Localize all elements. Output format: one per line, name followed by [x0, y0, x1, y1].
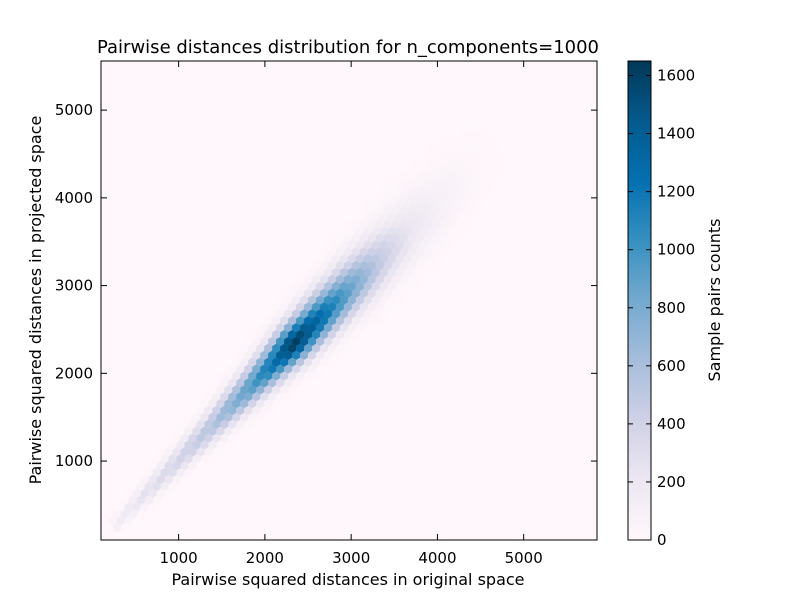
colorbar-tick-label: 800 [657, 299, 686, 317]
hexbin-cell [339, 350, 349, 361]
hexbin-cell [311, 371, 321, 381]
hexbin-cell [447, 247, 456, 257]
hexbin-cell [280, 398, 289, 409]
plot-area: 1000 2000 3000 4000 5000 1000 2000 3000 4000 500… [55, 60, 598, 567]
y-axis-label: Pairwise squared distances in projected … [26, 116, 45, 485]
hexbin-cells [108, 122, 508, 533]
colorbar-tick-label: 1600 [657, 67, 695, 85]
hexbin-cell [148, 502, 157, 512]
x-tick-label: 3000 [332, 549, 370, 567]
y-tick-label: 5000 [55, 101, 93, 119]
x-axis-ticks: 1000 2000 3000 4000 5000 [160, 61, 543, 567]
hexbin-cell [371, 323, 381, 333]
chart-title: Pairwise distances distribution for n_co… [97, 37, 599, 58]
colorbar-ticks: 0 200 400 600 800 1000 1200 1400 1600 [628, 67, 695, 549]
x-tick-label: 1000 [160, 549, 198, 567]
colorbar-tick-label: 1000 [657, 241, 695, 259]
hexbin-cell [407, 288, 416, 299]
hexbin-cell [224, 440, 233, 450]
hexbin-cell [427, 267, 436, 278]
hexbin-cell [120, 523, 130, 533]
hexbin-cell [132, 516, 141, 526]
hexbin-cell [391, 302, 400, 312]
colorbar-tick-label: 1200 [657, 183, 695, 201]
y-axis-ticks: 1000 2000 3000 4000 5000 [55, 101, 597, 470]
hexbin-cell [296, 385, 305, 395]
y-tick-label: 1000 [55, 452, 93, 470]
y-tick-label: 3000 [55, 277, 93, 295]
plot-frame [100, 60, 598, 541]
colorbar-gradient [627, 60, 652, 541]
x-tick-label: 2000 [246, 549, 284, 567]
hexbin-cell [252, 419, 261, 430]
hexbin-cell [268, 405, 277, 416]
hexbin-cell [355, 336, 365, 347]
hexbin-cell [208, 454, 217, 464]
hexbin-cell [323, 364, 333, 374]
colorbar-tick-label: 600 [657, 357, 686, 375]
hexbin-cell [471, 219, 480, 230]
colorbar: 0 200 400 600 800 1000 1200 1400 1600 Sample pai… [627, 60, 724, 549]
colorbar-tick-label: 200 [657, 473, 686, 491]
colorbar-tick-label: 1400 [657, 125, 695, 143]
hexbin-cell [236, 433, 245, 443]
colorbar-tick-label: 0 [657, 531, 667, 549]
y-tick-label: 2000 [55, 364, 93, 382]
colorbar-label: Sample pairs counts [705, 219, 724, 382]
x-tick-label: 4000 [418, 549, 456, 567]
x-axis-label: Pairwise squared distances in original s… [171, 570, 524, 589]
y-tick-label: 4000 [55, 189, 93, 207]
hexbin-cell [180, 474, 189, 485]
x-tick-label: 5000 [505, 549, 543, 567]
hexbin-cell [192, 467, 201, 478]
hexbin-cell [164, 488, 173, 499]
colorbar-tick-label: 400 [657, 415, 686, 433]
